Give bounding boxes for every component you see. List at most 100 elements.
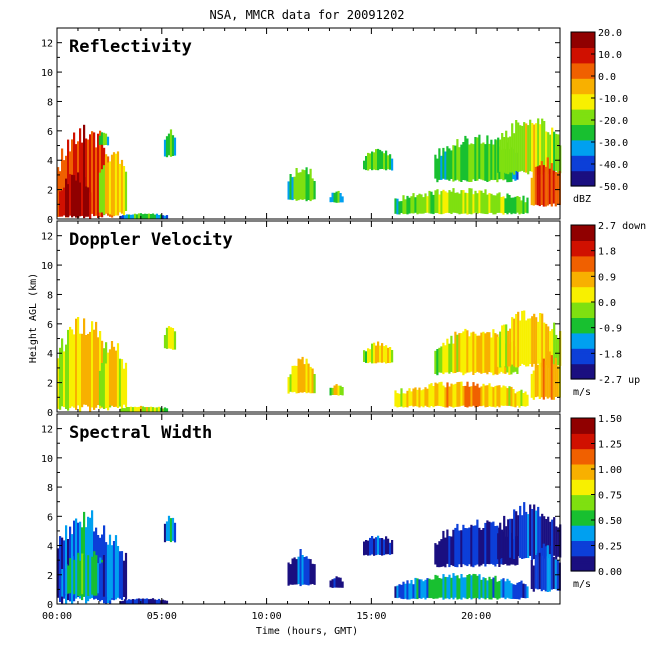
echo-streak xyxy=(472,144,475,180)
echo-streak xyxy=(375,149,378,171)
echo-streak xyxy=(522,393,525,407)
colorbar-segment xyxy=(571,73,595,77)
echo-streak xyxy=(331,387,334,395)
echo-streak xyxy=(470,188,473,215)
echo-streak xyxy=(424,387,427,406)
echo-streak xyxy=(57,548,60,598)
colorbar-segment xyxy=(571,438,595,442)
echo-streak xyxy=(502,196,505,215)
echo-streak xyxy=(456,382,459,407)
colorbar-segment xyxy=(571,430,595,434)
echo-streak xyxy=(550,545,553,590)
figure-title: NSA, MMCR data for 20091202 xyxy=(209,8,404,22)
echo-streak xyxy=(541,313,544,367)
echo-streak xyxy=(490,522,493,564)
colorbar-tick-label: 0.50 xyxy=(598,516,622,527)
echo-streak xyxy=(141,406,145,412)
echo-streak xyxy=(133,406,137,412)
echo-streak xyxy=(537,321,540,364)
echo-streak xyxy=(538,165,541,207)
echo-streak xyxy=(169,327,173,349)
echo-streak xyxy=(436,575,439,599)
colorbar-segment xyxy=(571,173,595,177)
echo-streak xyxy=(100,169,104,213)
echo-region xyxy=(163,129,177,158)
y-tick-label: 2 xyxy=(47,379,53,390)
echo-streak xyxy=(539,124,542,174)
echo-streak xyxy=(458,193,461,215)
colorbar-segment xyxy=(571,565,595,570)
echo-streak xyxy=(442,385,445,407)
colorbar-segment xyxy=(571,147,595,151)
echo-region xyxy=(329,190,344,203)
colorbar-segment xyxy=(571,474,595,478)
echo-streak xyxy=(544,546,547,592)
echo-region xyxy=(119,598,169,604)
echo-streak xyxy=(460,381,463,406)
echo-streak xyxy=(339,193,342,203)
colorbar-segment xyxy=(571,532,595,536)
colorbar-segment xyxy=(571,248,595,252)
echo-streak xyxy=(430,579,433,599)
echo-streak xyxy=(492,329,495,376)
echo-streak xyxy=(293,557,296,585)
echo-streak xyxy=(512,197,515,214)
echo-streak xyxy=(137,406,141,412)
echo-streak xyxy=(466,381,469,408)
echo-streak xyxy=(509,136,512,173)
colorbar-segment xyxy=(571,296,595,301)
echo-streak xyxy=(373,152,376,170)
colorbar-segment xyxy=(571,162,595,167)
colorbar-segment xyxy=(571,453,595,457)
colorbar-tick-label: 1.25 xyxy=(598,440,622,451)
echo-streak xyxy=(522,195,525,214)
echo-streak xyxy=(454,383,457,407)
echo-streak xyxy=(434,154,437,179)
echo-streak xyxy=(97,563,100,594)
echo-streak xyxy=(478,574,481,600)
echo-streak xyxy=(513,318,516,367)
panel-title: Reflectivity xyxy=(69,37,192,57)
colorbar-segment xyxy=(571,517,595,521)
echo-streak xyxy=(480,529,483,566)
y-tick-label: 0 xyxy=(47,408,53,419)
echo-streak xyxy=(375,537,378,556)
echo-streak xyxy=(446,192,449,213)
colorbar-segment xyxy=(571,312,595,316)
echo-streak xyxy=(369,349,372,363)
colorbar-frame xyxy=(570,31,596,187)
echo-streak xyxy=(472,331,475,375)
colorbar-segment xyxy=(571,563,595,567)
echo-streak xyxy=(125,600,129,604)
echo-streak xyxy=(539,313,542,368)
echo-streak xyxy=(104,156,108,214)
echo-streak xyxy=(450,383,453,407)
echo-streak xyxy=(488,521,491,565)
echo-streak xyxy=(458,333,461,372)
echo-streak xyxy=(454,575,457,598)
echo-streak xyxy=(83,511,86,597)
echo-streak xyxy=(556,560,559,591)
echo-streak xyxy=(464,135,467,181)
colorbar-segment xyxy=(571,109,595,113)
echo-streak xyxy=(295,365,298,394)
colorbar-segment xyxy=(571,366,595,370)
echo-streak xyxy=(71,556,74,596)
echo-streak xyxy=(104,363,108,409)
echo-streak xyxy=(464,385,467,407)
echo-streak xyxy=(112,346,116,407)
colorbar-tick-label: 0.25 xyxy=(598,542,622,553)
colorbar-segment xyxy=(571,555,595,559)
echo-streak xyxy=(537,118,540,175)
echo-streak xyxy=(165,215,169,219)
echo-streak xyxy=(442,342,445,375)
colorbar-segment xyxy=(571,446,595,450)
echo-streak xyxy=(424,193,427,213)
echo-streak xyxy=(557,134,560,173)
colorbar-segment xyxy=(571,469,595,473)
echo-streak xyxy=(506,388,509,406)
colorbar-segment xyxy=(571,281,595,285)
echo-streak xyxy=(509,328,512,367)
echo-streak xyxy=(299,172,302,200)
colorbar-segment xyxy=(571,345,595,349)
